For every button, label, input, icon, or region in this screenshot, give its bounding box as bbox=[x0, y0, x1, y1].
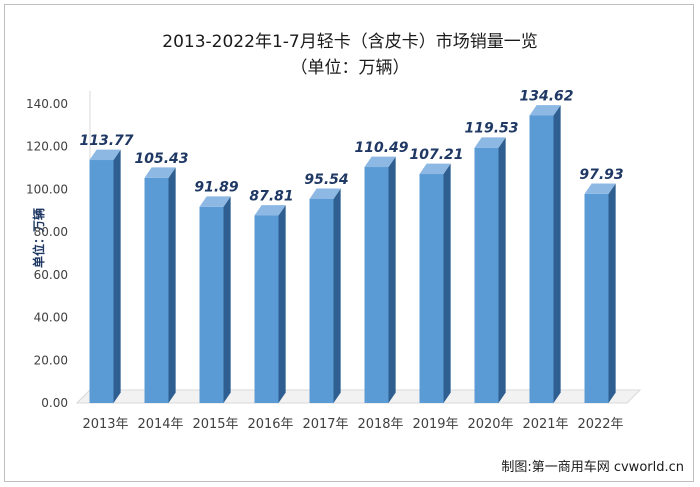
bar-top bbox=[309, 188, 341, 199]
y-tick-label: 80.00 bbox=[34, 225, 68, 239]
x-tick-label: 2015年 bbox=[192, 417, 238, 432]
x-tick-label: 2019年 bbox=[412, 417, 458, 432]
bar-front bbox=[584, 193, 609, 403]
bar-side bbox=[498, 137, 506, 404]
bar-top bbox=[144, 167, 176, 178]
bar-value-label: 110.49 bbox=[354, 140, 408, 156]
bar-value-label: 107.21 bbox=[409, 147, 463, 163]
bar-top bbox=[474, 137, 506, 148]
x-tick-label: 2016年 bbox=[247, 417, 293, 432]
bar-front bbox=[309, 198, 334, 403]
bar-side bbox=[333, 188, 341, 403]
bar-value-label: 95.54 bbox=[304, 172, 348, 188]
bar-side bbox=[443, 163, 451, 403]
y-tick-label: 120.00 bbox=[26, 140, 68, 154]
chart-title: 2013-2022年1-7月轻卡（含皮卡）市场销量一览 bbox=[162, 32, 538, 52]
x-tick-label: 2017年 bbox=[302, 417, 348, 432]
y-tick-label: 40.00 bbox=[34, 311, 68, 325]
bar-front bbox=[254, 215, 279, 403]
bar-side bbox=[113, 149, 121, 403]
bar-top bbox=[419, 163, 451, 175]
chart-subtitle: （单位：万辆） bbox=[290, 58, 410, 78]
bar-front bbox=[419, 174, 444, 403]
bar-side bbox=[278, 205, 286, 403]
bar-side bbox=[168, 167, 176, 403]
y-tick-label: 60.00 bbox=[34, 268, 68, 282]
bar-top bbox=[254, 205, 286, 216]
x-tick-label: 2020年 bbox=[467, 417, 513, 432]
x-tick-label: 2018年 bbox=[357, 417, 403, 432]
bar-front bbox=[199, 206, 224, 403]
y-tick-label: 100.00 bbox=[26, 182, 68, 196]
bar-top bbox=[364, 156, 396, 168]
bar-side bbox=[608, 183, 616, 403]
x-tick-label: 2013年 bbox=[82, 417, 128, 432]
bar-value-label: 97.93 bbox=[579, 167, 623, 183]
bar-value-label: 87.81 bbox=[249, 188, 293, 204]
bar-front bbox=[364, 167, 389, 403]
bar-front bbox=[474, 147, 499, 403]
x-tick-label: 2014年 bbox=[137, 417, 183, 432]
bar-side bbox=[553, 105, 561, 403]
bar-value-label: 91.89 bbox=[194, 180, 239, 196]
bar-front bbox=[144, 177, 169, 403]
bar-value-label: 105.43 bbox=[134, 151, 188, 167]
bar-side bbox=[388, 156, 396, 403]
bar-top bbox=[584, 183, 616, 194]
bar-value-label: 113.77 bbox=[79, 133, 133, 149]
y-tick-label: 140.00 bbox=[26, 97, 68, 111]
bar-top bbox=[199, 196, 231, 207]
bar-side bbox=[223, 196, 231, 403]
x-tick-label: 2022年 bbox=[577, 417, 623, 432]
bar-front bbox=[529, 115, 554, 403]
bar-value-label: 134.62 bbox=[519, 88, 573, 104]
bar-value-label: 119.53 bbox=[464, 121, 518, 137]
bar-top bbox=[89, 149, 121, 161]
y-tick-label: 0.00 bbox=[41, 396, 68, 410]
bar-front bbox=[89, 160, 114, 403]
x-tick-label: 2021年 bbox=[522, 417, 568, 432]
y-tick-label: 20.00 bbox=[34, 353, 68, 367]
source-credit: 制图:第一商用车网 cvworld.cn bbox=[501, 460, 684, 475]
bar-top bbox=[529, 105, 561, 116]
